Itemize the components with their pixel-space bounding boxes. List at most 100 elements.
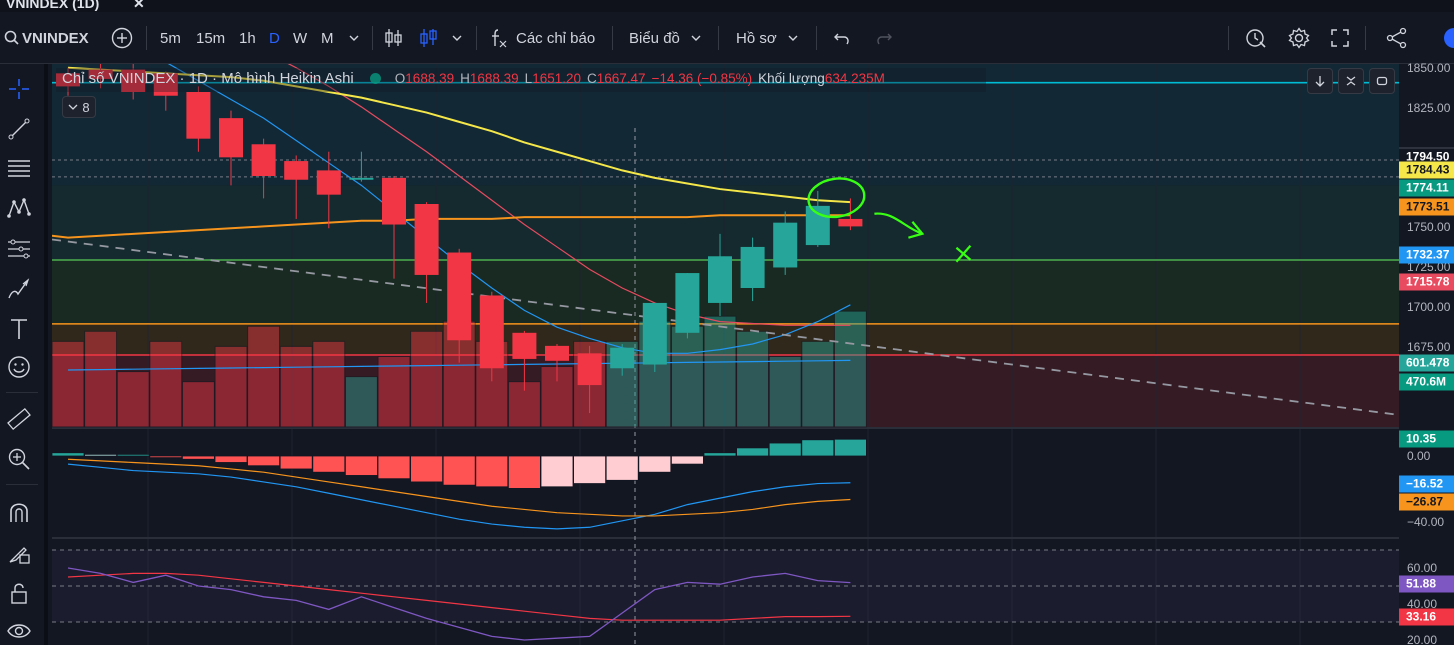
candle-body xyxy=(675,273,700,333)
candle-body xyxy=(805,205,830,246)
collapse-icon xyxy=(1346,76,1356,86)
collapse-pane-button[interactable] xyxy=(1338,68,1364,94)
macd-histogram-bar xyxy=(573,455,606,484)
fx-icon[interactable] xyxy=(488,12,510,64)
indicators-button[interactable]: Các chỉ báo xyxy=(516,29,596,47)
interval-15m[interactable]: 15m xyxy=(196,29,226,47)
price-tick: 1675.00 xyxy=(1407,340,1451,354)
arrow-down-icon xyxy=(1315,76,1325,87)
trendline-icon[interactable] xyxy=(6,116,32,142)
redo-icon[interactable] xyxy=(874,12,894,64)
macd-histogram-bar xyxy=(703,452,737,457)
candle-body xyxy=(414,204,439,275)
lock-icon[interactable] xyxy=(6,580,32,606)
volume-bar xyxy=(84,330,118,428)
plus-circle-icon[interactable] xyxy=(111,12,133,64)
user-avatar-icon[interactable] xyxy=(1440,12,1454,64)
settings-icon[interactable] xyxy=(1288,12,1310,64)
brush-icon[interactable] xyxy=(6,276,32,302)
forecast-icon[interactable] xyxy=(6,236,32,262)
text-icon[interactable] xyxy=(6,316,32,342)
zoom-icon[interactable] xyxy=(6,446,32,472)
fib-icon[interactable] xyxy=(6,156,32,182)
eye-icon[interactable] xyxy=(6,618,32,644)
chart-type-icon[interactable] xyxy=(418,12,440,64)
chevron-down-icon[interactable] xyxy=(690,12,702,64)
ruler-icon[interactable] xyxy=(6,406,32,432)
move-down-button[interactable] xyxy=(1307,68,1333,94)
macd-histogram-bar xyxy=(214,455,248,463)
price-scale[interactable]: 1850.00 1825.00 1750.00 1725.00 1700.00 … xyxy=(1399,61,1454,645)
candle-body xyxy=(153,73,178,96)
toolbar-divider xyxy=(612,26,613,50)
candle-body xyxy=(219,118,243,158)
interval-m[interactable]: M xyxy=(321,29,334,47)
interval-1h[interactable]: 1h xyxy=(239,29,256,47)
volume-bar xyxy=(247,325,281,428)
price-tick: 1725.00 xyxy=(1407,260,1451,274)
volume-bar xyxy=(410,330,444,428)
legend-title[interactable]: Chỉ số VNINDEX · 1D · Mô hình Heikin Ash… xyxy=(62,70,354,87)
legend-collapse-button[interactable]: 8 xyxy=(62,96,96,118)
emoji-icon[interactable] xyxy=(6,354,32,380)
macd-histogram-bar xyxy=(52,452,85,457)
legend-background xyxy=(56,68,986,92)
chevron-down-icon xyxy=(68,104,78,110)
undo-icon[interactable] xyxy=(832,12,852,64)
volume-bar xyxy=(52,340,85,428)
price-tick: 1825.00 xyxy=(1407,101,1451,115)
macd-tick: 0.00 xyxy=(1407,449,1431,463)
share-icon[interactable] xyxy=(1386,12,1408,64)
close-icon[interactable]: ✕ xyxy=(133,0,145,11)
interval-w[interactable]: W xyxy=(293,29,308,47)
macd-histogram-bar xyxy=(638,455,672,473)
ma-red-line xyxy=(287,64,851,326)
profile-button[interactable]: Hồ sơ xyxy=(736,29,777,47)
price-chart[interactable] xyxy=(52,64,1399,645)
candle-body xyxy=(838,218,863,227)
volume-bar xyxy=(703,315,737,428)
alert-icon[interactable] xyxy=(1245,12,1267,64)
toolbar-divider xyxy=(1365,26,1366,50)
rsi-tick: 60.00 xyxy=(1407,561,1438,575)
legend-high-value: 1688.39 xyxy=(469,71,519,86)
candle-body xyxy=(382,177,406,225)
zone-upper-mid xyxy=(52,185,1399,260)
candles-icon[interactable] xyxy=(383,12,405,64)
lock-drawing-icon[interactable] xyxy=(6,540,32,566)
candle-body xyxy=(56,73,80,87)
candle-body xyxy=(577,353,602,386)
legend-volume-value: 634.235M xyxy=(824,71,885,86)
candle-body xyxy=(512,332,537,359)
legend-low-value: 1651.20 xyxy=(532,71,581,86)
toolbar-divider xyxy=(816,26,817,50)
toolbar-divider xyxy=(146,26,147,50)
macd-histogram-bar xyxy=(540,455,574,488)
macd-histogram-bar xyxy=(247,455,281,467)
zone-orange xyxy=(52,323,1399,355)
chevron-down-icon[interactable] xyxy=(787,12,799,64)
chevron-down-icon[interactable] xyxy=(348,12,360,64)
toolbar-divider xyxy=(476,26,477,50)
legend-low-key: L xyxy=(524,71,533,86)
macd-histogram-bar xyxy=(377,455,411,480)
price-badge-ma-blue: 1732.37 xyxy=(1399,246,1454,264)
toolbar-divider xyxy=(372,26,373,50)
chart-menu-button[interactable]: Biểu đồ xyxy=(629,29,680,47)
toolbar-divider xyxy=(718,26,719,50)
maximize-pane-button[interactable] xyxy=(1369,68,1395,94)
pattern-icon[interactable] xyxy=(6,196,32,222)
volume-ma-line xyxy=(67,359,851,371)
interval-d[interactable]: D xyxy=(269,29,280,47)
magnet-icon[interactable] xyxy=(6,500,32,526)
interval-5m[interactable]: 5m xyxy=(160,29,181,47)
legend-volume-key: Khối lượng xyxy=(758,71,825,86)
volume-bar xyxy=(312,340,346,428)
chevron-down-icon[interactable] xyxy=(451,12,463,64)
volume-bar xyxy=(116,371,150,428)
search-icon[interactable] xyxy=(4,12,20,64)
symbol-search[interactable]: VNINDEX xyxy=(22,29,89,47)
macd-signal-line xyxy=(67,458,851,517)
crosshair-icon[interactable] xyxy=(6,76,32,102)
fullscreen-icon[interactable] xyxy=(1330,12,1350,64)
